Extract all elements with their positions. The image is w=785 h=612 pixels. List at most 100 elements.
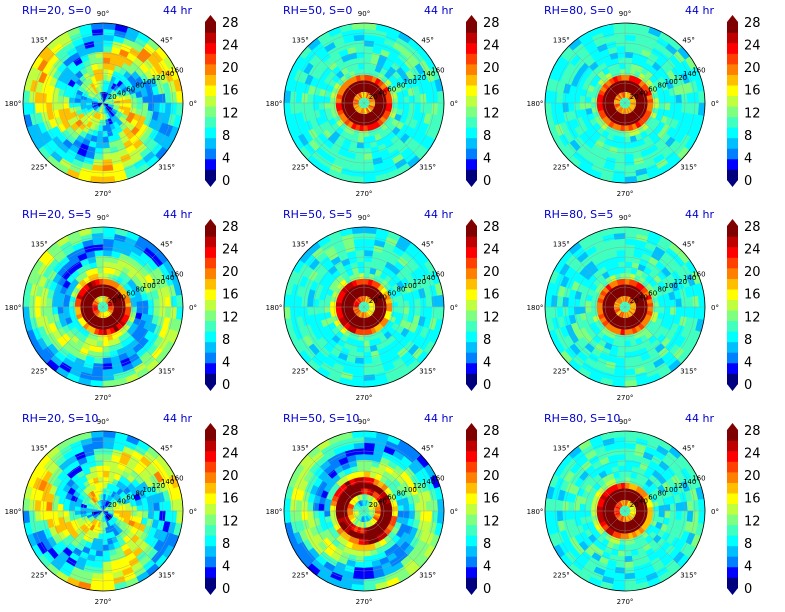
colorbar-segment <box>727 226 738 237</box>
field-cell <box>408 298 416 308</box>
colorbar-segment <box>205 226 216 237</box>
field-cell <box>590 97 598 104</box>
colorbar-segment <box>727 158 738 170</box>
colorbar-tick-label: 0 <box>483 378 491 393</box>
radial-tick-label: 160 <box>170 474 183 482</box>
colorbar-tick-label: 20 <box>222 61 239 76</box>
colorbar-tick-label: 4 <box>744 151 752 166</box>
panel-time: 44 hr <box>424 208 453 221</box>
panel-title: RH=20, S=10 <box>22 412 98 425</box>
field-cell <box>94 555 104 563</box>
angle-tick-label: 180° <box>527 100 544 108</box>
field-cell <box>312 298 320 308</box>
field-cell <box>624 153 635 161</box>
colorbar-tick-label: 24 <box>744 39 761 54</box>
field-cell <box>658 306 666 314</box>
field-cell <box>357 136 365 144</box>
grid-spoke <box>46 46 104 104</box>
field-cell <box>624 56 633 64</box>
colorbar-segment <box>466 461 477 473</box>
grid-spoke <box>363 102 421 160</box>
angle-tick-label: 180° <box>5 508 22 516</box>
field-cell <box>584 300 592 308</box>
colorbar-segment <box>205 22 216 33</box>
colorbar-segment <box>466 116 477 128</box>
angle-tick-label: 180° <box>5 304 22 312</box>
field-cell <box>363 351 373 359</box>
field-cell <box>102 62 110 70</box>
colorbar-segment <box>205 268 216 279</box>
field-cell <box>363 62 371 70</box>
colorbar-segment <box>727 169 738 181</box>
field-cell <box>354 45 365 53</box>
field-cell <box>74 98 81 104</box>
radial-tick-label: 160 <box>431 270 444 278</box>
field-cell <box>147 510 155 520</box>
colorbar-segment <box>466 514 477 526</box>
field-cell <box>45 297 53 308</box>
colorbar-extend-min <box>205 180 216 187</box>
radial-tick-label: 160 <box>692 270 705 278</box>
field-cell <box>573 306 581 316</box>
field-cell <box>363 266 371 274</box>
field-cell <box>584 96 592 104</box>
angle-tick-label: 90° <box>358 10 370 18</box>
colorbar-segment <box>205 247 216 258</box>
field-cell <box>51 510 59 520</box>
grid-spoke <box>46 250 104 308</box>
radial-tick-label: 80 <box>657 82 666 90</box>
field-cell <box>102 249 113 257</box>
panel-time: 44 hr <box>424 4 453 17</box>
colorbar-extend-min <box>466 384 477 391</box>
colorbar-tick-label: 0 <box>222 582 230 597</box>
field-cell <box>93 249 104 257</box>
field-cell <box>306 510 314 521</box>
field-cell <box>51 502 59 512</box>
grid-spoke <box>102 102 160 160</box>
panel-title: RH=80, S=5 <box>544 208 613 221</box>
field-cell <box>147 298 155 308</box>
field-cell <box>363 255 373 263</box>
colorbar-tick-label: 12 <box>222 514 239 529</box>
field-cell <box>624 357 635 365</box>
angle-tick-label: 0° <box>189 508 197 516</box>
colorbar-extend-min <box>727 384 738 391</box>
field-cell <box>97 334 104 342</box>
colorbar-segment <box>466 106 477 118</box>
field-cell <box>94 459 104 467</box>
field-cell <box>96 340 104 348</box>
field-cell <box>573 94 581 104</box>
field-cell <box>675 306 683 317</box>
field-cell <box>567 102 575 113</box>
colorbar-tick-label: 4 <box>483 151 491 166</box>
field-cell <box>363 555 373 563</box>
colorbar-tick-label: 16 <box>744 288 761 303</box>
polar-frame <box>22 430 184 592</box>
field-cell <box>363 56 372 64</box>
grid-spoke <box>568 306 626 364</box>
field-cell <box>312 510 320 520</box>
colorbar-segment <box>466 148 477 160</box>
field-cell <box>317 95 325 104</box>
field-cell <box>355 255 365 263</box>
polar-frame <box>283 430 445 592</box>
colorbar-segment <box>205 320 216 332</box>
field-cell <box>317 299 325 308</box>
colorbar-segment <box>205 352 216 364</box>
angle-tick-label: 45° <box>682 36 694 44</box>
grid-spoke <box>102 454 160 512</box>
field-cell <box>317 102 325 111</box>
colorbar-segment <box>205 535 216 547</box>
colorbar-segment <box>727 247 738 258</box>
field-cell <box>596 98 603 104</box>
panel-title: RH=50, S=0 <box>283 4 352 17</box>
colorbar-tick-label: 28 <box>222 220 239 235</box>
field-cell <box>403 306 411 315</box>
colorbar-extend-max <box>205 423 216 430</box>
field-cell <box>652 102 660 109</box>
colorbar-segment <box>727 116 738 128</box>
colorbar-segment <box>466 22 477 33</box>
angle-tick-label: 90° <box>97 10 109 18</box>
